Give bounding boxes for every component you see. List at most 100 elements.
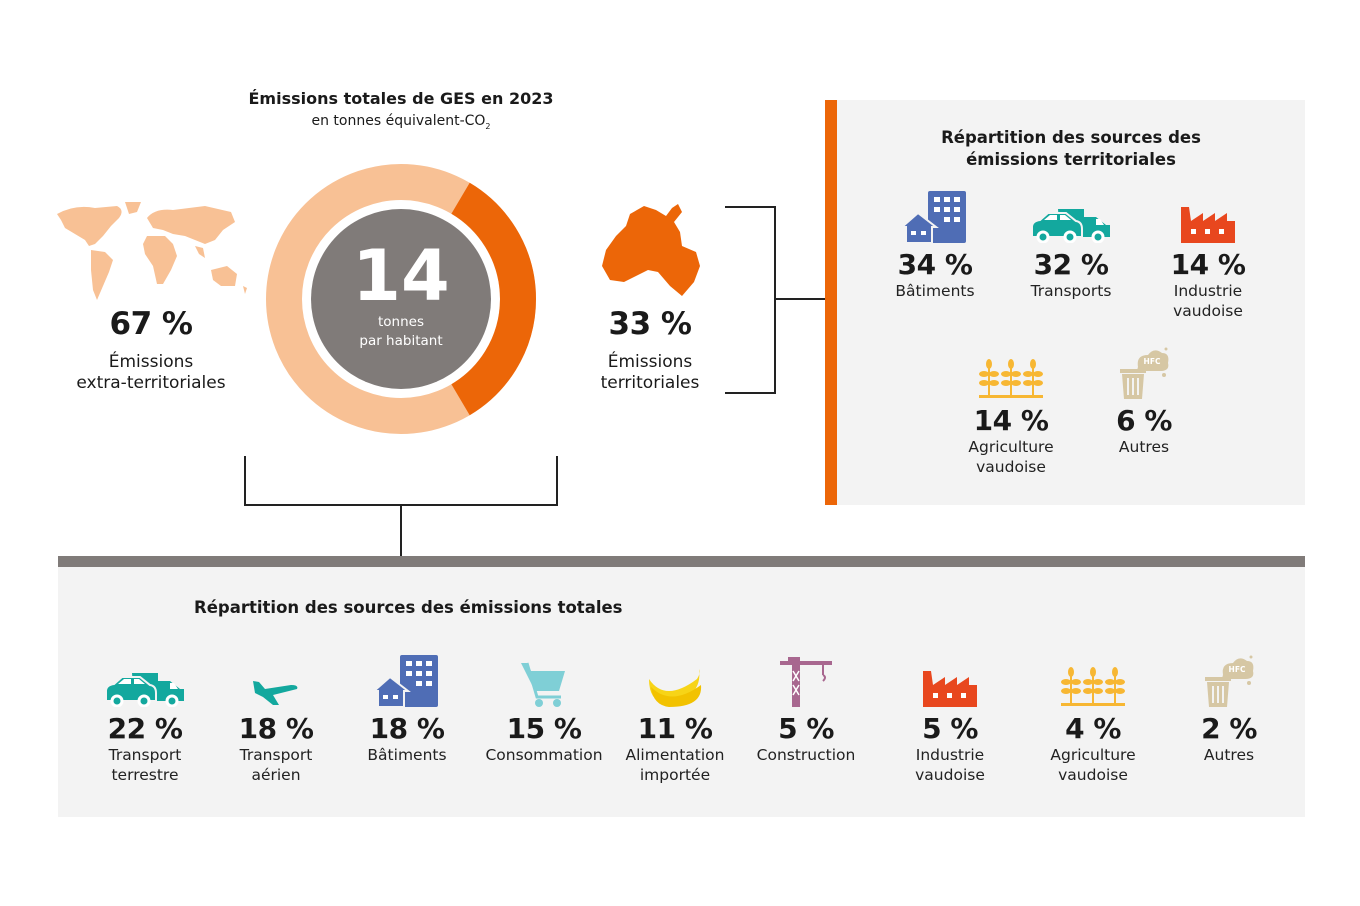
label-line-1: Construction bbox=[756, 746, 856, 764]
source-item: 11 % Alimentation importée bbox=[600, 652, 750, 785]
bracket-line bbox=[556, 456, 558, 506]
donut-center bbox=[311, 209, 491, 389]
icon-box bbox=[372, 655, 442, 707]
source-item: HFC 6 % Autres bbox=[1069, 344, 1219, 457]
source-pct: 2 % bbox=[1201, 712, 1257, 745]
label-line-2: extra-territoriales bbox=[76, 373, 226, 393]
label-line-2: importée bbox=[639, 766, 711, 784]
label-line-1: Industrie bbox=[915, 746, 985, 764]
label-line-1: Alimentation bbox=[625, 746, 725, 764]
icon-wrap bbox=[600, 652, 750, 707]
buildings-icon bbox=[900, 191, 970, 243]
bracket-line bbox=[400, 504, 402, 556]
donut-segment-territorial bbox=[451, 182, 536, 416]
icon-wrap bbox=[731, 652, 881, 707]
icon-box bbox=[979, 359, 1043, 399]
source-label: Alimentation importée bbox=[600, 745, 750, 785]
icon-wrap bbox=[860, 188, 1010, 243]
bracket-line bbox=[725, 206, 776, 208]
vaud-map-icon bbox=[602, 204, 700, 296]
hfc-label: HFC bbox=[1143, 357, 1161, 366]
per-capita-unit: tonnes par habitant bbox=[301, 313, 501, 351]
territorial-label: Émissions territoriales bbox=[550, 352, 750, 394]
icon-box bbox=[104, 671, 186, 707]
label-line-2: vaudoise bbox=[915, 766, 985, 784]
source-pct: 6 % bbox=[1116, 404, 1172, 437]
territorial-pct: 33 % bbox=[608, 306, 693, 342]
source-pct: 15 % bbox=[506, 712, 582, 745]
source-item: 32 % Transports bbox=[996, 188, 1146, 301]
hfc-label: HFC bbox=[1228, 665, 1246, 674]
source-pct: 14 % bbox=[1170, 248, 1246, 281]
source-item: 34 % Bâtiments bbox=[860, 188, 1010, 301]
trash-hfc-icon bbox=[1201, 655, 1257, 707]
icon-wrap bbox=[469, 652, 619, 707]
icon-box bbox=[645, 667, 705, 707]
icon-box bbox=[251, 673, 301, 707]
trash-hfc-icon bbox=[1116, 347, 1172, 399]
bracket-line bbox=[775, 298, 825, 300]
factory-icon bbox=[1179, 203, 1237, 243]
extra-territorial-pct: 67 % bbox=[109, 306, 194, 342]
source-label: Transport terrestre bbox=[70, 745, 220, 785]
territorial-panel: Répartition des sources des émissions ter… bbox=[837, 100, 1305, 505]
label-line-2: vaudoise bbox=[1058, 766, 1128, 784]
source-item: 22 % Transport terrestre bbox=[70, 652, 220, 785]
label-line-1: Agriculture bbox=[1050, 746, 1136, 764]
icon-box bbox=[778, 657, 834, 707]
vehicles-icon bbox=[104, 671, 186, 707]
unit-line-1: tonnes bbox=[377, 314, 424, 330]
label-line-2: vaudoise bbox=[1173, 302, 1243, 320]
source-pct: 32 % bbox=[1033, 248, 1109, 281]
icon-box: HFC bbox=[1201, 655, 1257, 707]
title-line-1: Répartition des sources des bbox=[941, 128, 1201, 147]
source-label: Bâtiments bbox=[332, 745, 482, 765]
icon-box bbox=[921, 667, 979, 707]
source-label: Bâtiments bbox=[860, 281, 1010, 301]
source-label: Transport aérien bbox=[201, 745, 351, 785]
label-line-1: Transports bbox=[1030, 282, 1112, 300]
source-label: Consommation bbox=[469, 745, 619, 765]
cart-icon bbox=[519, 661, 569, 707]
icon-wrap bbox=[875, 652, 1025, 707]
label-line-1: Consommation bbox=[485, 746, 603, 764]
source-item: HFC 2 % Autres bbox=[1154, 652, 1304, 765]
banana-icon bbox=[645, 667, 705, 707]
source-pct: 4 % bbox=[1065, 712, 1121, 745]
label-line-2: aérien bbox=[251, 766, 301, 784]
source-label: Construction bbox=[731, 745, 881, 765]
source-item: 15 % Consommation bbox=[469, 652, 619, 765]
source-label: Autres bbox=[1154, 745, 1304, 765]
icon-box: HFC bbox=[1116, 347, 1172, 399]
icon-box bbox=[900, 191, 970, 243]
icon-wrap bbox=[201, 652, 351, 707]
buildings-icon bbox=[372, 655, 442, 707]
bracket-line bbox=[774, 206, 776, 394]
icon-box bbox=[1061, 667, 1125, 707]
source-label: Agriculture vaudoise bbox=[1018, 745, 1168, 785]
source-item: 5 % Industrie vaudoise bbox=[875, 652, 1025, 785]
source-item: 14 % Agriculture vaudoise bbox=[936, 344, 1086, 477]
icon-box bbox=[1179, 203, 1237, 243]
source-label: Industrie vaudoise bbox=[875, 745, 1025, 785]
source-pct: 11 % bbox=[637, 712, 713, 745]
label-line-2: territoriales bbox=[600, 373, 700, 393]
label-line-1: Transport bbox=[108, 746, 182, 764]
label-line-1: Transport bbox=[239, 746, 313, 764]
plane-icon bbox=[251, 673, 301, 707]
label-line-1: Émissions bbox=[607, 352, 693, 372]
per-capita-value: 14 bbox=[352, 235, 450, 317]
source-label: Transports bbox=[996, 281, 1146, 301]
label-line-1: Bâtiments bbox=[895, 282, 975, 300]
total-accent-bar bbox=[58, 556, 1305, 567]
icon-wrap bbox=[996, 188, 1146, 243]
icon-wrap bbox=[1133, 188, 1283, 243]
extra-territorial-label: Émissions extra-territoriales bbox=[31, 352, 271, 394]
territorial-accent-bar bbox=[825, 100, 837, 505]
total-panel-title: Répartition des sources des émissions to… bbox=[194, 598, 623, 617]
territorial-panel-title: Répartition des sources des émissions ter… bbox=[837, 127, 1305, 171]
chart-title: Émissions totales de GES en 2023 bbox=[248, 89, 554, 108]
label-line-2: terrestre bbox=[111, 766, 179, 784]
label-line-1: Industrie bbox=[1173, 282, 1243, 300]
source-pct: 14 % bbox=[973, 404, 1049, 437]
